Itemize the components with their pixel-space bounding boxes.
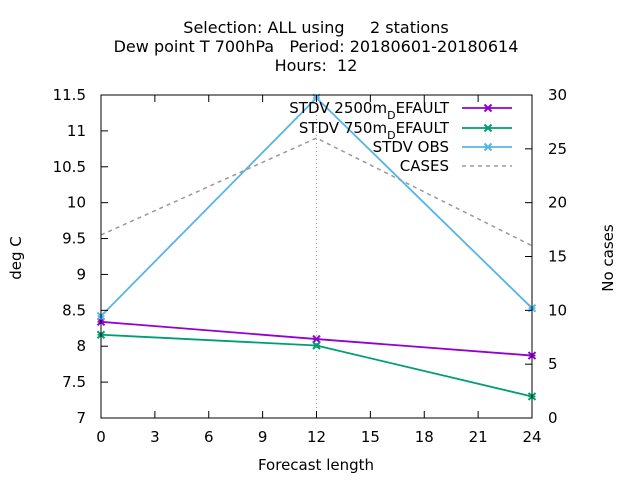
legend-label: STDV OBS xyxy=(373,138,449,156)
title-line-2: Dew point T 700hPa Period: 20180601-2018… xyxy=(114,37,519,56)
y2-tick-label: 25 xyxy=(548,140,567,158)
y-tick-label: 7 xyxy=(76,409,86,427)
legend-label: STDV 2500mDEFAULT xyxy=(289,99,450,122)
data-point-stdv-2500m xyxy=(312,334,321,344)
x-tick-label: 9 xyxy=(258,428,268,446)
y-tick-label: 10 xyxy=(67,194,86,212)
y-tick-label: 9.5 xyxy=(62,230,86,248)
title-line-1: Selection: ALL using 2 stations xyxy=(183,18,448,37)
legend-sample-marker xyxy=(483,142,493,152)
axis-ticks: 0 3 6 9 12 15 18 21 24 7 7.5 8 8.5 9 9.5 10 10.5 11 11.5 0 5… xyxy=(53,86,568,446)
x-tick-label: 0 xyxy=(96,428,106,446)
x-tick-label: 3 xyxy=(150,428,160,446)
y2-tick-label: 0 xyxy=(548,409,558,427)
y-tick-label: 7.5 xyxy=(62,373,86,391)
y-tick-label: 9 xyxy=(76,265,86,283)
legend-entry-stdv-obs: STDV OBS xyxy=(373,138,512,156)
y-tick-label: 11 xyxy=(67,122,86,140)
x-tick-label: 21 xyxy=(469,428,488,446)
y-tick-label: 11.5 xyxy=(53,86,86,104)
title-line-3: Hours: 12 xyxy=(275,56,358,75)
y2-tick-label: 5 xyxy=(548,355,558,373)
x-tick-label: 12 xyxy=(307,428,326,446)
x-axis-label: Forecast length xyxy=(258,456,374,474)
y2-tick-label: 10 xyxy=(548,301,567,319)
y-tick-label: 10.5 xyxy=(53,158,86,176)
x-tick-label: 24 xyxy=(522,428,541,446)
y2-tick-label: 30 xyxy=(548,86,567,104)
y-axis-label: deg C xyxy=(7,236,25,280)
legend-sample-marker xyxy=(483,103,493,113)
legend-sample-marker xyxy=(483,123,493,133)
y-tick-label: 8.5 xyxy=(62,301,86,319)
legend-entry-stdv-750m: STDV 750mDEFAULT xyxy=(299,119,512,142)
legend-label: STDV 750mDEFAULT xyxy=(299,119,450,142)
x-tick-label: 18 xyxy=(415,428,434,446)
x-tick-label: 15 xyxy=(361,428,380,446)
y2-axis-label: No cases xyxy=(599,224,617,292)
y2-tick-label: 20 xyxy=(548,194,567,212)
x-tick-label: 6 xyxy=(204,428,214,446)
legend-label: CASES xyxy=(400,157,449,175)
y2-tick-label: 15 xyxy=(548,248,567,266)
data-point-stdv-750m xyxy=(312,341,321,350)
legend-entry-stdv-2500m: STDV 2500mDEFAULT xyxy=(289,99,512,122)
legend-entry-cases: CASES xyxy=(400,157,512,175)
axis-labels: Forecast length deg C No cases xyxy=(7,224,617,474)
y-tick-label: 8 xyxy=(76,337,86,355)
